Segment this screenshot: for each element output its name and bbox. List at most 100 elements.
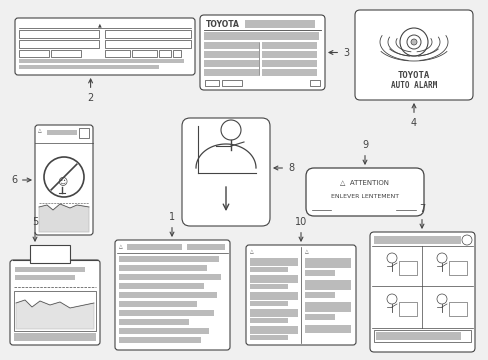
Bar — [30, 245, 70, 263]
Bar — [249, 284, 287, 289]
Bar — [19, 50, 49, 57]
Text: ▲: ▲ — [98, 22, 102, 27]
Bar — [186, 244, 224, 250]
Bar — [19, 40, 99, 48]
Bar — [173, 50, 181, 57]
Bar — [262, 60, 316, 67]
Bar — [79, 128, 89, 138]
Bar — [398, 302, 416, 316]
Bar — [119, 292, 217, 298]
Bar — [249, 267, 287, 272]
Bar — [105, 40, 191, 48]
Bar — [305, 302, 350, 312]
Bar — [305, 314, 334, 320]
Bar — [249, 258, 297, 266]
Circle shape — [44, 157, 84, 197]
Bar — [249, 301, 287, 306]
Text: △: △ — [249, 249, 253, 254]
FancyBboxPatch shape — [35, 125, 93, 235]
FancyBboxPatch shape — [115, 240, 229, 350]
Bar — [448, 302, 466, 316]
Text: TOYOTA: TOYOTA — [397, 71, 429, 80]
Bar — [127, 244, 182, 250]
Text: 3: 3 — [328, 48, 348, 58]
Bar — [373, 236, 460, 244]
Bar — [14, 291, 96, 331]
Bar — [373, 330, 470, 342]
Bar — [14, 333, 96, 341]
Text: TOYOTA: TOYOTA — [205, 20, 240, 29]
Text: 7: 7 — [418, 204, 424, 228]
Bar — [398, 261, 416, 275]
Circle shape — [410, 39, 416, 45]
Bar — [262, 42, 316, 49]
Bar — [119, 283, 203, 289]
Bar — [204, 80, 219, 86]
Bar — [249, 292, 297, 300]
Bar — [119, 337, 201, 343]
Bar — [448, 261, 466, 275]
Text: △: △ — [119, 244, 122, 249]
Bar — [132, 50, 157, 57]
Text: 4: 4 — [410, 104, 416, 128]
Bar — [249, 275, 297, 283]
FancyBboxPatch shape — [10, 260, 100, 345]
Bar — [203, 69, 259, 76]
Bar — [51, 50, 81, 57]
Bar — [119, 310, 214, 316]
Bar — [305, 325, 350, 333]
FancyBboxPatch shape — [182, 118, 269, 226]
Circle shape — [461, 235, 471, 245]
Text: 8: 8 — [273, 163, 293, 173]
Circle shape — [436, 294, 446, 304]
Bar — [159, 50, 171, 57]
Bar — [105, 50, 130, 57]
Text: ENLEVER LENTEMENT: ENLEVER LENTEMENT — [330, 194, 398, 198]
Bar — [119, 301, 197, 307]
Bar — [15, 267, 85, 272]
FancyBboxPatch shape — [200, 15, 325, 90]
Circle shape — [436, 253, 446, 263]
Bar — [119, 265, 206, 271]
Bar — [309, 80, 319, 86]
Circle shape — [386, 253, 396, 263]
Text: 5: 5 — [32, 217, 38, 241]
FancyBboxPatch shape — [245, 245, 355, 345]
Text: 9: 9 — [361, 140, 367, 164]
Bar — [249, 335, 287, 340]
Bar — [19, 65, 159, 69]
Text: △: △ — [38, 128, 41, 133]
Bar — [203, 51, 259, 58]
Bar — [249, 326, 297, 334]
Circle shape — [406, 35, 420, 49]
Circle shape — [221, 120, 241, 140]
Text: △: △ — [305, 249, 308, 254]
Bar — [262, 69, 316, 76]
Bar — [119, 274, 221, 280]
Bar — [119, 319, 189, 325]
Bar — [19, 59, 183, 63]
Text: AUTO ALARM: AUTO ALARM — [390, 81, 436, 90]
Bar — [222, 80, 242, 86]
Bar — [47, 130, 77, 135]
Text: 1: 1 — [168, 212, 175, 236]
Text: 6: 6 — [11, 175, 31, 185]
Bar — [244, 20, 314, 28]
Bar — [19, 30, 99, 38]
Bar — [305, 270, 334, 276]
Bar — [249, 318, 287, 323]
Text: △  ATTENTION: △ ATTENTION — [340, 179, 389, 185]
FancyBboxPatch shape — [354, 10, 472, 100]
Bar — [305, 292, 334, 298]
Bar — [119, 256, 219, 262]
Circle shape — [399, 28, 427, 56]
FancyBboxPatch shape — [369, 232, 474, 352]
FancyBboxPatch shape — [15, 18, 195, 75]
FancyBboxPatch shape — [305, 168, 423, 216]
Polygon shape — [39, 204, 89, 232]
Bar — [15, 275, 75, 280]
Text: ☺: ☺ — [57, 176, 67, 186]
Bar — [262, 51, 316, 58]
Bar — [305, 280, 350, 290]
Bar — [375, 332, 460, 340]
